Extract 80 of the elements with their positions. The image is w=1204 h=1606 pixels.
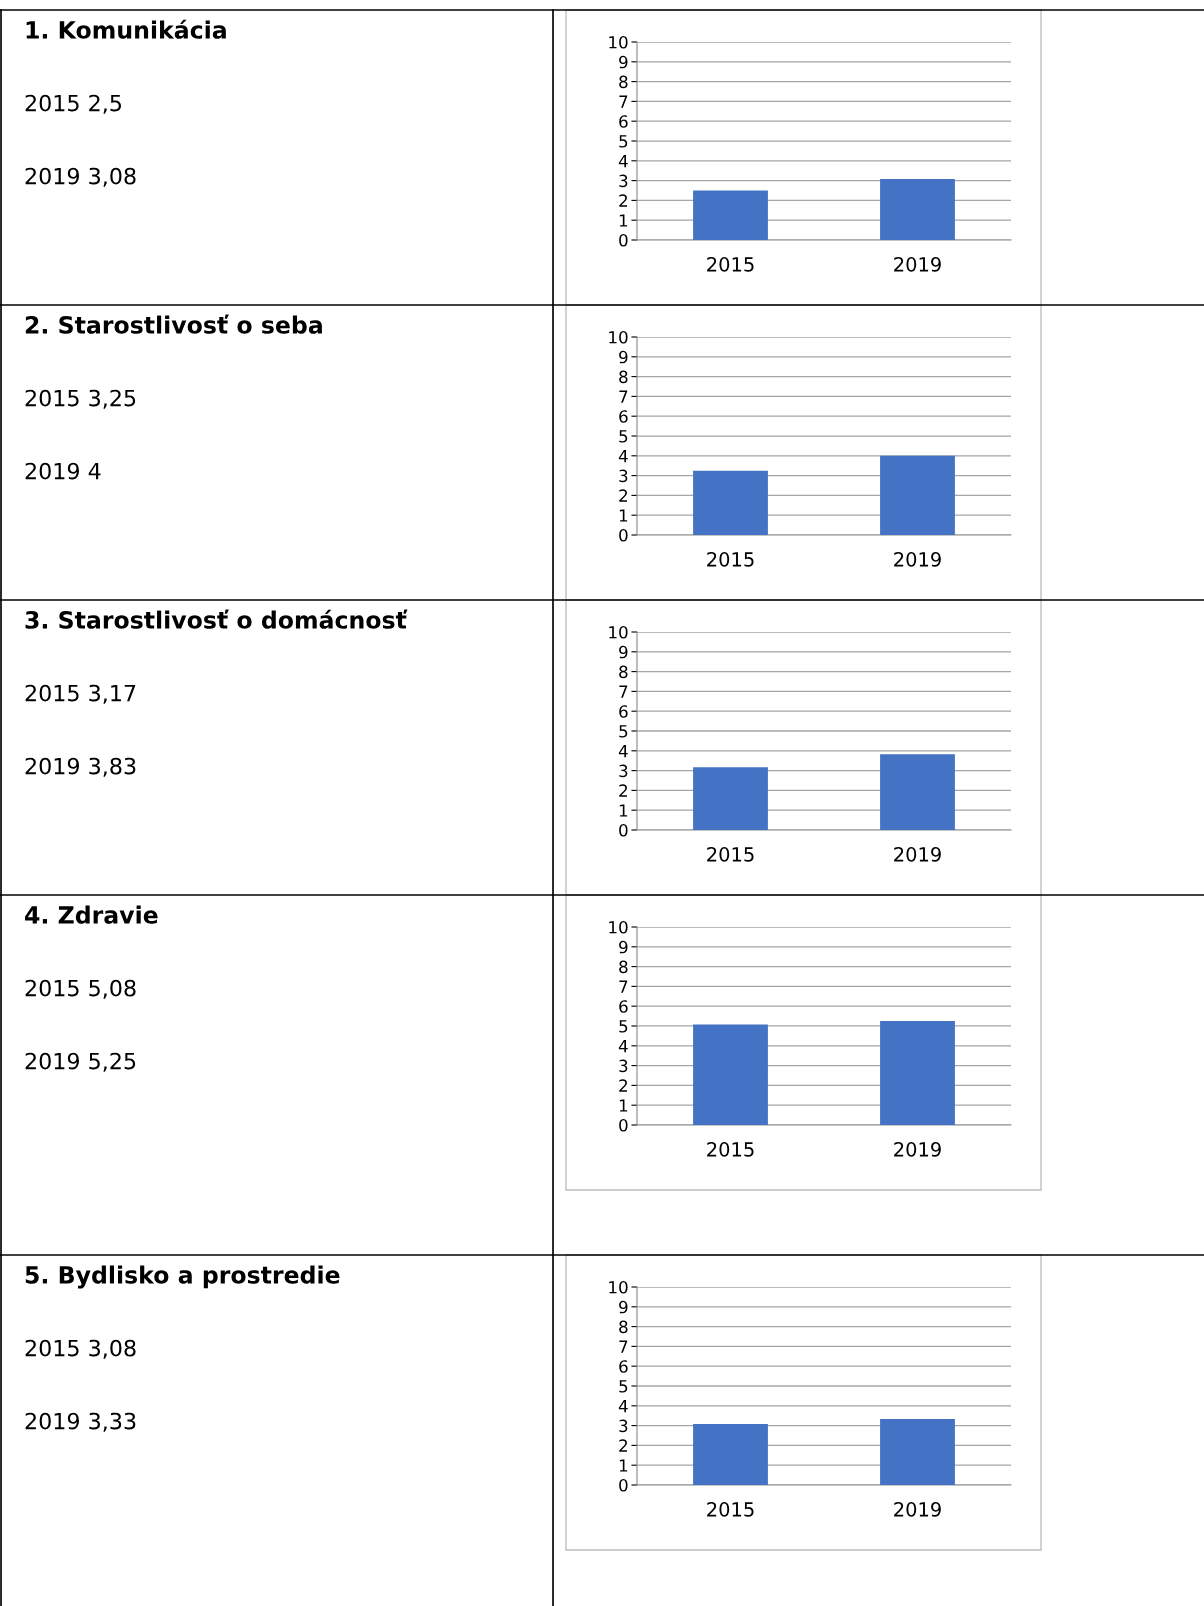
y-tick-label: 5 [619,1380,628,1393]
text: 2015 3,08 [25,1339,136,1359]
y-tick-label: 7 [619,390,628,403]
y-tick-label: 2 [619,194,627,207]
y-tick-label: 0 [619,823,628,837]
y-tick-label: 1 [619,214,628,227]
text: 5. Bydlisko a prostredie [25,1265,340,1289]
x-tick-label: 2019 [894,1502,941,1517]
text: 4. Zdravie [25,905,158,924]
y-tick-label: 1 [619,804,628,817]
y-tick-label: 9 [619,645,628,659]
y-tick-label: 0 [619,1118,628,1132]
y-tick-label: 4 [618,154,628,168]
y-tick-label: 3 [619,764,628,778]
text: 3. Starostlivosť o domácnosť [25,609,408,629]
text: 2015 3,25 [25,389,136,409]
y-tick-label: 0 [619,528,628,542]
y-tick-label: 0 [619,1478,628,1492]
text: 1. Komunikácia [26,19,226,39]
y-tick-label: 9 [619,55,628,69]
y-tick-label: 5 [619,1020,628,1033]
text: 2. Starostlivosť o seba [25,314,322,334]
text: 2019 4 [25,462,101,480]
y-tick-label: 2 [619,784,627,797]
y-tick-label: 7 [619,685,628,698]
x-tick-label: 2019 [894,257,941,272]
text: 2015 3,17 [25,684,136,704]
y-tick-label: 6 [619,410,628,423]
y-tick-label: 9 [619,350,628,364]
y-tick-label: 0 [619,233,628,247]
y-tick-label: 6 [619,1000,628,1013]
y-tick-label: 5 [619,135,628,148]
y-tick-label: 6 [619,1360,628,1373]
y-tick-label: 6 [619,705,628,718]
y-tick-label: 2 [619,1439,627,1452]
y-tick-label: 9 [619,1300,628,1314]
x-tick-label: 2015 [707,847,754,862]
y-tick-label: 1 [619,1099,628,1112]
y-tick-label: 8 [619,665,628,679]
y-tick-label: 10 [609,330,628,344]
y-tick-label: 1 [619,509,628,522]
text: 2015 2,5 [25,94,122,114]
y-tick-label: 3 [619,174,628,188]
y-tick-label: 8 [619,1320,628,1334]
y-tick-label: 4 [618,1039,628,1053]
y-tick-label: 4 [618,744,628,758]
y-tick-label: 2 [619,489,627,502]
y-tick-label: 10 [609,1280,628,1294]
y-tick-label: 8 [619,75,628,89]
x-tick-label: 2015 [707,552,754,567]
text: 2019 5,25 [25,1052,136,1072]
y-tick-label: 1 [619,1459,628,1472]
y-tick-label: 3 [619,469,628,483]
text: 2019 3,83 [25,757,136,777]
y-tick-label: 6 [619,115,628,128]
x-tick-label: 2015 [707,1502,754,1517]
y-tick-label: 8 [619,370,628,384]
y-tick-label: 5 [619,725,628,738]
y-tick-label: 4 [618,449,628,463]
y-tick-label: 3 [619,1059,628,1073]
y-tick-label: 8 [619,960,628,974]
text: 2019 3,33 [25,1412,136,1432]
y-tick-label: 2 [619,1079,627,1092]
x-tick-label: 2019 [894,552,941,567]
x-tick-label: 2015 [707,257,754,272]
text: 2019 3,08 [25,167,136,187]
y-tick-label: 10 [609,35,628,49]
y-tick-label: 7 [619,95,628,108]
y-tick-label: 4 [618,1399,628,1413]
x-tick-label: 2019 [894,1142,941,1157]
y-tick-label: 10 [609,625,628,639]
y-tick-label: 7 [619,1340,628,1353]
y-tick-label: 7 [619,980,628,993]
x-tick-label: 2019 [894,847,941,862]
text: 2015 5,08 [25,979,136,999]
y-tick-label: 10 [609,920,628,934]
y-tick-label: 5 [619,430,628,443]
x-tick-label: 2015 [707,1142,754,1157]
y-tick-label: 3 [619,1419,628,1433]
y-tick-label: 9 [619,940,628,954]
